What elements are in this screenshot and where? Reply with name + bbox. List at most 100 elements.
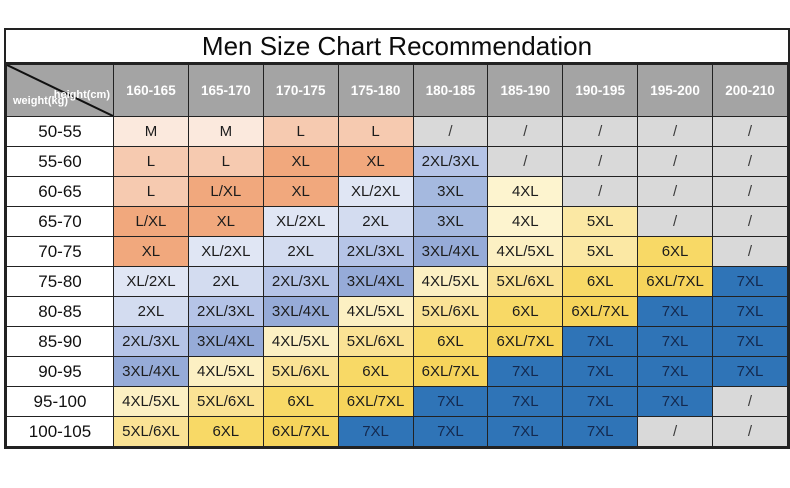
table-row: 60-65 L L/XL XL XL/2XL 3XL 4XL / / / [6,176,788,207]
size-cell: 7XL [712,326,788,357]
size-cell: / [637,206,713,237]
size-cell: 4XL/5XL [262,326,339,357]
size-cell: L [113,176,189,207]
size-cell: 6XL [187,416,264,447]
size-cell: / [712,386,788,417]
table-row: 80-85 2XL 2XL/3XL 3XL/4XL 4XL/5XL 5XL/6XL 6XL 6… [6,296,788,327]
size-cell: 7XL [487,356,564,387]
height-axis-label: height(cm) [53,89,110,101]
size-cell: / [412,116,489,147]
size-cell: 6XL/7XL [337,386,414,417]
size-cell: / [712,416,788,447]
size-cell: / [487,116,564,147]
size-cell: 4XL/5XL [187,356,264,387]
size-cell: XL [113,236,189,267]
row-label: 85-90 [6,326,114,357]
size-cell: L/XL [187,176,264,207]
size-cell: 6XL [487,296,564,327]
size-cell: 3XL/4XL [262,296,339,327]
size-cell: / [562,176,639,207]
size-cell: 6XL [637,236,713,267]
size-cell: L [113,146,189,177]
size-cell: 4XL [487,206,564,237]
column-header: 160-165 [113,64,189,117]
size-cell: 6XL [337,356,414,387]
size-cell: 5XL/6XL [113,416,189,447]
size-cell: 7XL [337,416,414,447]
size-cell: 7XL [487,386,564,417]
size-cell: / [712,236,788,267]
size-cell: 5XL/6XL [262,356,339,387]
size-cell: 5XL/6XL [187,386,264,417]
size-cell: 5XL [562,206,639,237]
size-cell: XL/2XL [337,176,414,207]
size-cell: 7XL [412,416,489,447]
table-row: 55-60 L L XL XL 2XL/3XL / / / / [6,146,788,177]
size-cell: M [113,116,189,147]
size-cell: 7XL [637,296,713,327]
size-cell: XL/2XL [113,266,189,297]
row-label: 100-105 [6,416,114,447]
size-cell: 7XL [562,356,639,387]
size-cell: M [187,116,264,147]
size-cell: 4XL/5XL [337,296,414,327]
size-cell: XL [337,146,414,177]
size-cell: 3XL/4XL [187,326,264,357]
size-cell: / [637,146,713,177]
size-cell: 6XL [412,326,489,357]
row-label: 80-85 [6,296,114,327]
size-cell: / [637,116,713,147]
size-cell: 7XL [487,416,564,447]
size-cell: 7XL [712,356,788,387]
table-row: 95-100 4XL/5XL 5XL/6XL 6XL 6XL/7XL 7XL 7XL 7XL 7… [6,386,788,417]
size-cell: 5XL/6XL [487,266,564,297]
size-cell: 6XL/7XL [262,416,339,447]
size-cell: 3XL/4XL [412,236,489,267]
row-label: 75-80 [6,266,114,297]
size-cell: 7XL [562,386,639,417]
size-cell: 7XL [637,356,713,387]
size-cell: 2XL [113,296,189,327]
size-cell: 2XL/3XL [262,266,339,297]
size-cell: 2XL [262,236,339,267]
column-header: 180-185 [412,64,489,117]
row-label: 60-65 [6,176,114,207]
size-cell: 7XL [712,296,788,327]
column-header: 185-190 [487,64,564,117]
size-cell: 6XL/7XL [637,266,713,297]
chart-title: Men Size Chart Recommendation [6,30,788,64]
size-cell: XL [262,146,339,177]
size-cell: XL [187,206,264,237]
size-cell: 6XL [262,386,339,417]
size-cell: 2XL/3XL [412,146,489,177]
size-cell: 5XL/6XL [337,326,414,357]
table-row: 85-90 2XL/3XL 3XL/4XL 4XL/5XL 5XL/6XL 6XL 6XL/… [6,326,788,357]
row-label: 65-70 [6,206,114,237]
size-cell: 6XL [562,266,639,297]
table-row: 50-55 M M L L / / / / / [6,116,788,147]
size-cell: XL/2XL [187,236,264,267]
size-cell: / [712,206,788,237]
column-header: 200-210 [712,64,788,117]
size-cell: 4XL [487,176,564,207]
size-cell: 6XL/7XL [412,356,489,387]
size-cell: L [187,146,264,177]
size-cell: 6XL/7XL [487,326,564,357]
size-cell: 2XL [187,266,264,297]
size-cell: / [637,416,713,447]
diagonal-divider-icon [7,65,113,116]
size-cell: 7XL [637,326,713,357]
header-row: height(cm) weight(kg) 160-165 165-170 170-… [6,64,788,117]
size-cell: / [637,176,713,207]
size-cell: 2XL [337,206,414,237]
size-cell: 3XL [412,206,489,237]
size-cell: L [337,116,414,147]
table-row: 65-70 L/XL XL XL/2XL 2XL 3XL 4XL 5XL / / [6,206,788,237]
size-cell: / [562,146,639,177]
size-cell: 7XL [562,416,639,447]
size-cell: 3XL/4XL [113,356,189,387]
row-label: 95-100 [6,386,114,417]
size-cell: 3XL/4XL [337,266,414,297]
size-cell: 3XL [412,176,489,207]
size-cell: 2XL/3XL [113,326,189,357]
